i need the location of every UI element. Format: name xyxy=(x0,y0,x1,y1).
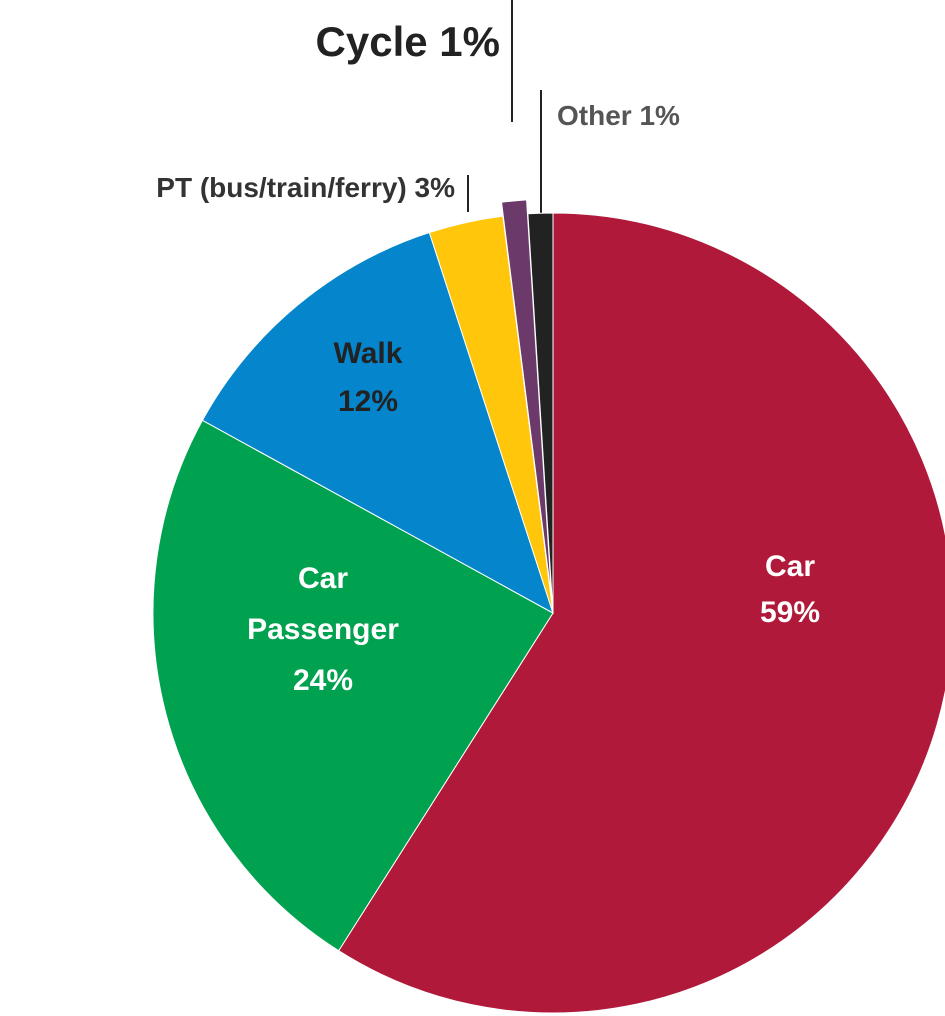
value-label: 1% xyxy=(439,18,500,65)
category-label: PT (bus/train/ferry) xyxy=(156,172,406,203)
value-label: 59% xyxy=(760,596,820,629)
category-label: Cycle xyxy=(316,18,428,65)
pie-slice xyxy=(500,199,553,600)
category-label: Walk xyxy=(334,337,403,370)
pie-slice xyxy=(201,231,554,615)
slice-label: Other 1% xyxy=(557,100,680,131)
pie-slice xyxy=(527,212,554,614)
slice-label: PT (bus/train/ferry) 3% xyxy=(156,172,455,203)
value-label: 12% xyxy=(338,385,398,418)
category-label: Car xyxy=(765,550,815,583)
slice-label: Cycle 1% xyxy=(316,18,500,65)
pie-slice xyxy=(337,212,945,1014)
category-label: Other xyxy=(557,100,632,131)
pie-slice xyxy=(152,419,554,952)
value-label: 1% xyxy=(639,100,680,131)
value-label: 3% xyxy=(415,172,456,203)
value-label: 24% xyxy=(293,664,353,697)
category-label: Car Passenger xyxy=(247,562,399,646)
